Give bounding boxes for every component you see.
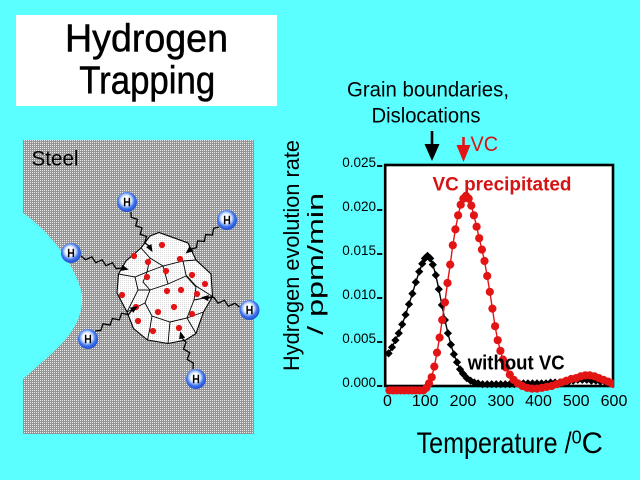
svg-text:Hydrogen evolution rate: Hydrogen evolution rate <box>279 140 304 371</box>
svg-text:0.020: 0.020 <box>342 199 376 214</box>
svg-text:100: 100 <box>412 393 439 410</box>
svg-text:VC: VC <box>471 133 499 156</box>
svg-text:Trapping: Trapping <box>79 60 215 103</box>
svg-text:200: 200 <box>450 393 477 410</box>
svg-text:0.025: 0.025 <box>342 155 376 170</box>
svg-text:Hydrogen: Hydrogen <box>65 18 228 61</box>
svg-text:300: 300 <box>487 393 514 410</box>
svg-text:400: 400 <box>525 393 552 410</box>
svg-text:600: 600 <box>601 393 628 410</box>
svg-text:0.010: 0.010 <box>342 287 376 302</box>
svg-text:0.015: 0.015 <box>342 243 376 258</box>
svg-text:Temperature /0C: Temperature /0C <box>417 427 603 460</box>
svg-text:without VC: without VC <box>467 352 565 374</box>
svg-text:Dislocations: Dislocations <box>372 105 481 128</box>
svg-text:0.000: 0.000 <box>342 375 376 390</box>
svg-text:VC precipitated: VC precipitated <box>433 174 572 196</box>
svg-text:0.005: 0.005 <box>342 331 376 346</box>
svg-text:/ ppm/min: / ppm/min <box>303 193 328 335</box>
svg-text:0: 0 <box>383 393 392 410</box>
svg-text:500: 500 <box>563 393 590 410</box>
svg-text:Grain boundaries,: Grain boundaries, <box>347 79 509 102</box>
svg-text:Steel: Steel <box>32 148 79 171</box>
